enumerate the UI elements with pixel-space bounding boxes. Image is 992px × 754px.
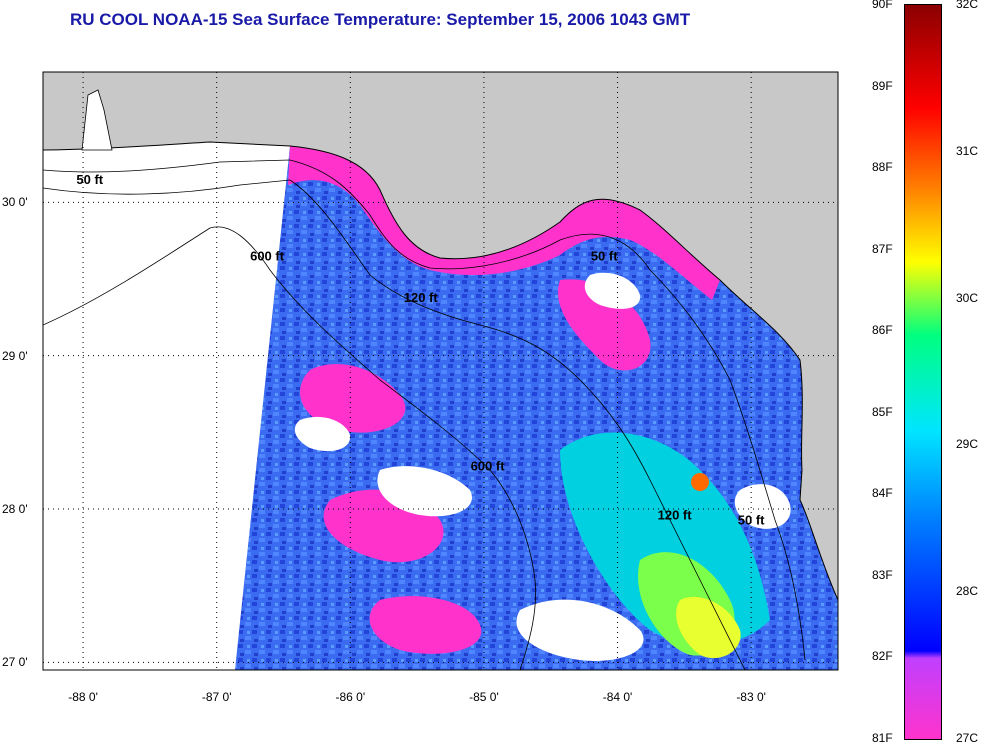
contour-label: 600 ft [471,459,506,474]
colorbar-c-label: 32C [956,0,979,11]
lon-tick-label: -87 0' [201,690,232,704]
cloud-patch [516,599,644,661]
lat-tick-label: 28 0' [2,502,28,516]
contour-label: 50 ft [591,249,618,264]
nearshore-warm-band [288,146,720,300]
contour-label: 120 ft [658,508,693,523]
lat-tick-label: 27 0' [2,655,28,670]
colorbar-f-label: 83F [872,567,893,582]
contour-120ft [43,179,746,670]
chart-title: RU COOL NOAA-15 Sea Surface Temperature:… [70,10,691,29]
colorbar-f-label: 84F [872,486,893,501]
colorbar-c-label: 29C [956,437,979,452]
contour-label: 50 ft [738,512,765,527]
colorbar-f-label: 82F [872,649,893,664]
contour-600ft [43,226,536,670]
no-data-region [43,142,290,670]
cloud-patch [734,484,791,529]
colorbar-gradient [905,5,941,739]
colorbar [904,4,942,740]
lat-tick-label: 30 0' [2,195,28,210]
offshore-warm-patch [369,596,482,654]
contour-labels: 50 ft 600 ft 120 ft 50 ft 600 ft 120 ft 50 ft [76,172,765,527]
colorbar-f-label: 90F [872,0,893,11]
map-frame [42,71,839,671]
coastline [43,141,838,601]
contour-label: 50 ft [76,172,103,187]
colorbar-c-label: 30C [956,290,979,305]
lat-tick-label: 29 0' [2,348,28,363]
colorbar-f-label: 86F [872,323,893,338]
colorbar-f-label: 89F [872,78,893,93]
cloud-patch [377,466,472,517]
contour-label: 600 ft [250,249,285,264]
cloud-patch [294,416,351,452]
offshore-warm-patch [300,364,406,433]
colorbar-c-label: 27C [956,731,979,745]
lon-tick-label: -85 0' [469,690,499,704]
mobile-bay [81,89,113,151]
lon-tick-label: -86 0' [335,690,366,704]
colorbar-f-label: 85F [872,404,893,419]
colorbar-f-label: 87F [872,241,893,256]
lon-tick-label: -83 0' [736,690,766,704]
hot-spot [691,473,709,491]
contour-label: 120 ft [404,290,439,305]
colorbar-f-label: 81F [872,731,893,745]
cloud-patch [584,272,641,309]
contour-50ft [43,159,806,661]
colorbar-c-label: 31C [956,143,979,158]
colorbar-c-label: 28C [956,584,979,599]
lon-tick-label: -84 0' [602,690,633,704]
warm-water-patch [676,596,741,659]
colorbar-f-label: 88F [872,160,893,175]
lon-tick-label: -88 0' [68,690,98,704]
